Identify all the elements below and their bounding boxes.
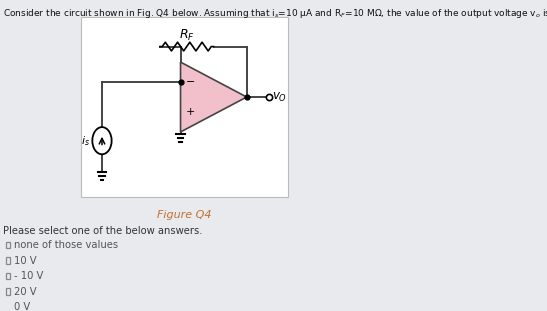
Polygon shape — [181, 62, 247, 132]
Text: 20 V: 20 V — [14, 286, 37, 297]
Bar — [5, 304, 10, 310]
Text: Consider the circuit shown in Fig. Q4 below. Assuming that i$_s$=10 μA and R$_F$: Consider the circuit shown in Fig. Q4 be… — [3, 7, 547, 20]
Text: none of those values: none of those values — [14, 240, 118, 250]
Text: $i_s$: $i_s$ — [82, 134, 90, 148]
Bar — [5, 288, 10, 295]
Text: 0 V: 0 V — [14, 302, 30, 311]
Text: 10 V: 10 V — [14, 256, 37, 266]
Text: $R_F$: $R_F$ — [179, 28, 195, 44]
Text: - 10 V: - 10 V — [14, 271, 43, 281]
Text: $v_O$: $v_O$ — [272, 91, 287, 104]
Text: −: − — [185, 77, 195, 87]
Bar — [5, 273, 10, 280]
Text: +: + — [185, 107, 195, 117]
Bar — [82, 17, 288, 197]
Bar — [5, 242, 10, 248]
Text: Figure Q4: Figure Q4 — [158, 210, 212, 220]
Circle shape — [92, 127, 112, 154]
Text: Please select one of the below answers.: Please select one of the below answers. — [3, 226, 203, 236]
Bar — [5, 257, 10, 264]
